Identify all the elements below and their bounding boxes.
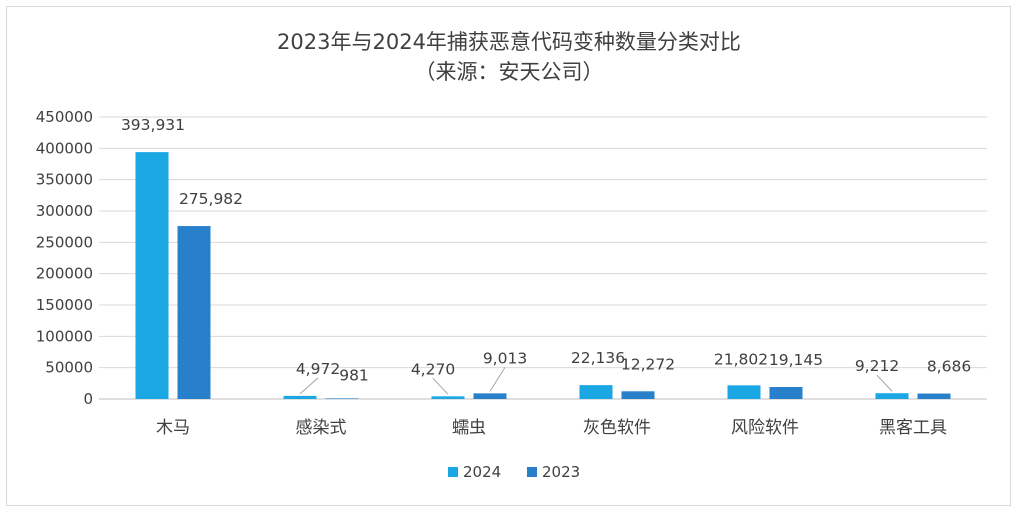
legend-label-2023: 2023 — [542, 463, 580, 481]
data-label-2024-4: 21,802 — [714, 350, 768, 368]
chart-frame: 2023年与2024年捕获恶意代码变种数量分类对比 （来源：安天公司） 0 500… — [6, 6, 1011, 506]
bars — [135, 152, 951, 399]
y-tick-label: 200000 — [36, 265, 93, 283]
chart-subtitle: （来源：安天公司） — [415, 60, 604, 84]
y-tick-label: 300000 — [36, 202, 93, 220]
data-label-2024-1: 4,972 — [296, 360, 340, 378]
category-label: 木马 — [156, 418, 190, 438]
bar-2024-1 — [283, 395, 317, 399]
data-labels: 393,931 275,982 4,972 981 4,270 9,013 22,13612… — [121, 116, 971, 395]
data-label-2024-5: 9,212 — [855, 357, 899, 375]
leader-line — [432, 377, 449, 395]
category-label: 感染式 — [296, 418, 347, 438]
data-label-2023-3: 12,272 — [621, 355, 675, 373]
y-tick-label: 350000 — [36, 171, 93, 189]
bar-2024-4 — [727, 385, 761, 399]
y-tick-label: 450000 — [36, 108, 93, 126]
bar-2024-3 — [579, 385, 613, 399]
category-label: 风险软件 — [731, 418, 799, 438]
y-tick-label: 150000 — [36, 296, 93, 314]
bar-2024-2 — [431, 396, 465, 399]
bar-2023-2 — [473, 393, 507, 399]
data-label-2024-2: 4,270 — [411, 360, 455, 378]
x-axis: 木马 感染式 蠕虫 灰色软件 风险软件 黑客工具 — [156, 418, 947, 438]
bar-2024-0 — [135, 152, 169, 399]
category-label: 蠕虫 — [452, 418, 486, 438]
legend-swatch-2023 — [527, 467, 537, 477]
leader-line — [489, 367, 506, 392]
bar-2023-3 — [621, 391, 655, 399]
bar-2023-5 — [917, 393, 951, 399]
leader-line — [299, 377, 319, 395]
chart-title: 2023年与2024年捕获恶意代码变种数量分类对比 — [277, 30, 741, 54]
data-label-2023-0: 275,982 — [179, 190, 243, 208]
y-tick-label: 400000 — [36, 139, 93, 157]
data-label-2024-0: 393,931 — [121, 116, 185, 134]
bar-chart: 2023年与2024年捕获恶意代码变种数量分类对比 （来源：安天公司） 0 500… — [36, 30, 987, 481]
bar-2023-1 — [325, 398, 359, 399]
data-label-2023-4: 19,145 — [769, 351, 823, 369]
legend-label-2024: 2024 — [463, 463, 501, 481]
bar-2023-0 — [177, 226, 211, 399]
y-axis: 0 50000 100000 150000 200000 250000 300000 3500… — [36, 108, 987, 408]
bar-2023-4 — [769, 387, 803, 399]
data-label-2023-1: 981 — [339, 366, 369, 384]
data-label-2023-5: 8,686 — [927, 358, 971, 376]
category-label: 黑客工具 — [879, 418, 947, 438]
category-label: 灰色软件 — [583, 418, 651, 438]
leader-line — [876, 374, 893, 392]
legend-swatch-2024 — [448, 467, 458, 477]
y-tick-label: 250000 — [36, 233, 93, 251]
y-tick-label: 50000 — [45, 359, 93, 377]
y-tick-label: 0 — [83, 390, 93, 408]
data-label-2024-3: 22,136 — [571, 349, 625, 367]
data-label-2023-2: 9,013 — [483, 349, 527, 367]
gridlines — [99, 116, 987, 369]
y-tick-label: 100000 — [36, 327, 93, 345]
bar-2024-5 — [875, 393, 909, 399]
legend: 2024 2023 — [448, 463, 580, 481]
